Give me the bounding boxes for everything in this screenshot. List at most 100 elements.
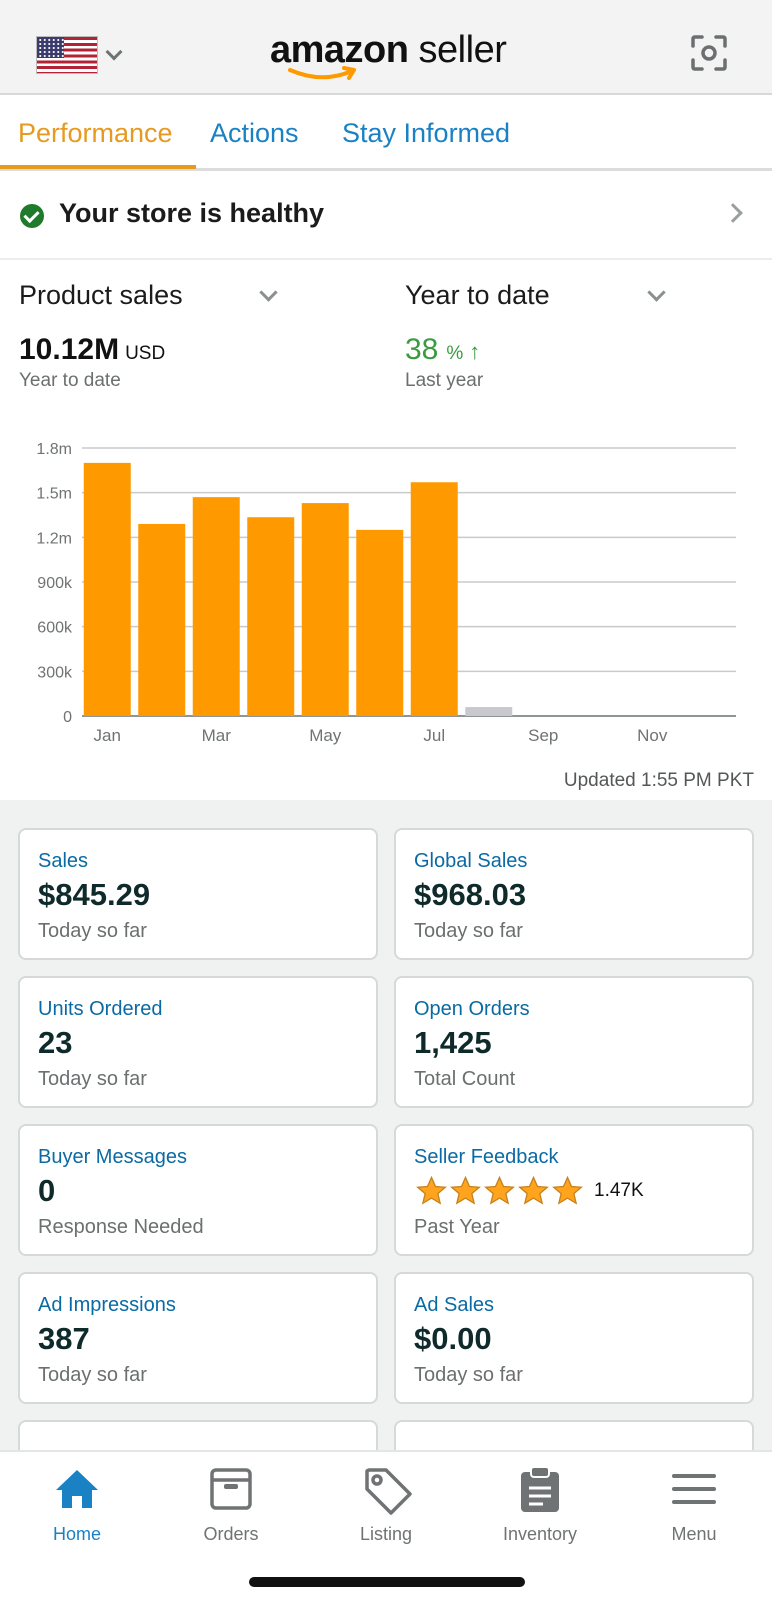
card-title: Ad Impressions [38,1294,176,1316]
y-tick-label: 1.8m [36,441,72,458]
card-caption: Today so far [414,1364,523,1386]
star-icon [518,1176,549,1205]
y-tick-label: 1.2m [36,530,72,547]
y-tick-label: 900k [37,575,73,592]
card-value: $0.00 [414,1321,492,1356]
chevron-down-icon[interactable] [259,283,278,302]
orders-box-icon [210,1468,252,1510]
sales-bar-chart: 0 300k 600k 900k 1.2m 1.5m 1.8m Jan Mar May Jul Sep… [36,441,736,745]
metric-selector[interactable]: Product sales [19,280,183,310]
feedback-count: 1.47K [594,1180,644,1201]
logo-text-bold: amazon [270,29,409,71]
logo-text-light: seller [418,29,507,71]
nav-orders[interactable]: Orders [171,1460,291,1550]
percent-symbol: % [446,343,464,364]
card-caption: Total Count [414,1068,516,1090]
nav-label: Orders [203,1524,259,1544]
bar-mar [192,497,240,716]
bottom-navigation: Home Orders Listing Inventory [0,1450,772,1600]
card-value: 0 [38,1173,56,1208]
card-value: 387 [38,1321,90,1356]
y-tick-label: 1.5m [36,486,72,503]
bar-jan [83,462,131,716]
card-caption: Today so far [38,920,147,942]
bar-jul [410,482,458,716]
amazon-seller-logo: amazon seller [270,28,510,84]
card-caption: Today so far [414,920,523,942]
nav-listing[interactable]: Listing [326,1460,446,1550]
bar-feb [138,523,186,716]
nav-label: Menu [671,1524,717,1544]
nav-label: Listing [359,1524,413,1544]
card-caption: Response Needed [38,1216,204,1238]
x-tick-label: Mar [202,726,232,745]
nav-label: Inventory [502,1524,578,1544]
dashboard-cards: Sales $845.29 Today so far Global Sales … [0,800,772,1552]
card-open-orders[interactable]: Open Orders 1,425 Total Count [394,976,754,1108]
arrow-up-icon: ↑ [469,339,481,364]
card-title: Sales [38,850,89,872]
star-icon [552,1176,583,1205]
nav-inventory[interactable]: Inventory [480,1460,600,1550]
tab-performance[interactable]: Performance [18,118,173,148]
us-flag-icon [36,36,98,74]
y-tick-label: 600k [37,620,73,637]
nav-label: Home [52,1524,101,1544]
comparison-number: 38 [405,333,439,366]
y-tick-label: 300k [37,664,73,681]
x-tick-label: Nov [637,726,668,745]
period-selector[interactable]: Year to date [405,280,550,310]
card-title: Global Sales [414,850,528,872]
x-tick-label: Jul [423,726,445,745]
card-caption: Today so far [38,1364,147,1386]
updated-timestamp: Updated 1:55 PM PKT [563,770,754,791]
home-icon [56,1470,98,1508]
star-rating: 1.47K [416,1176,644,1206]
metric-period-label: Year to date [19,370,121,391]
card-title: Open Orders [414,998,530,1020]
card-buyer-messages[interactable]: Buyer Messages 0 Response Needed [18,1124,378,1256]
card-value: $845.29 [38,877,151,912]
chevron-down-icon [105,43,123,61]
metric-unit: USD [125,343,166,364]
store-health-text: Your store is healthy [59,198,325,228]
card-units-ordered[interactable]: Units Ordered 23 Today so far [18,976,378,1108]
card-caption: Today so far [38,1068,147,1090]
nav-menu[interactable]: Menu [634,1460,754,1550]
active-tab-indicator [0,165,196,169]
tag-icon [365,1468,412,1515]
x-tick-label: May [309,726,342,745]
bar-jun [356,529,404,716]
country-selector[interactable] [36,36,123,74]
store-health-row[interactable]: Your store is healthy [0,172,772,260]
card-global-sales[interactable]: Global Sales $968.03 Today so far [394,828,754,960]
nav-home[interactable]: Home [17,1460,137,1550]
scan-camera-icon[interactable] [690,34,728,72]
top-bar: amazon seller [0,0,772,95]
card-sales[interactable]: Sales $845.29 Today so far [18,828,378,960]
tab-actions[interactable]: Actions [210,118,299,148]
star-icon [484,1176,515,1205]
bar-may [301,503,349,716]
y-tick-label: 0 [63,709,72,726]
card-caption: Past Year [414,1216,500,1238]
tab-bar: Performance Actions Stay Informed [0,97,772,171]
bar-aug [465,707,513,716]
bar-apr [247,517,295,716]
card-value: $968.03 [414,877,527,912]
card-title: Ad Sales [414,1294,495,1316]
hamburger-menu-icon [672,1474,716,1504]
card-title: Units Ordered [38,998,163,1020]
x-tick-label: Jan [94,726,121,745]
card-ad-sales[interactable]: Ad Sales $0.00 Today so far [394,1272,754,1404]
star-icon [450,1176,481,1205]
home-indicator[interactable] [249,1577,525,1587]
card-ad-impressions[interactable]: Ad Impressions 387 Today so far [18,1272,378,1404]
chevron-down-icon[interactable] [647,283,666,302]
metric-value: 10.12M USD [19,333,165,367]
card-seller-feedback[interactable]: Seller Feedback 1.47K Past Year [394,1124,754,1256]
chevron-right-icon [723,203,743,223]
card-value: 1,425 [414,1025,492,1060]
comparison-period-label: Last year [405,370,484,391]
tab-stay-informed[interactable]: Stay Informed [342,118,511,148]
